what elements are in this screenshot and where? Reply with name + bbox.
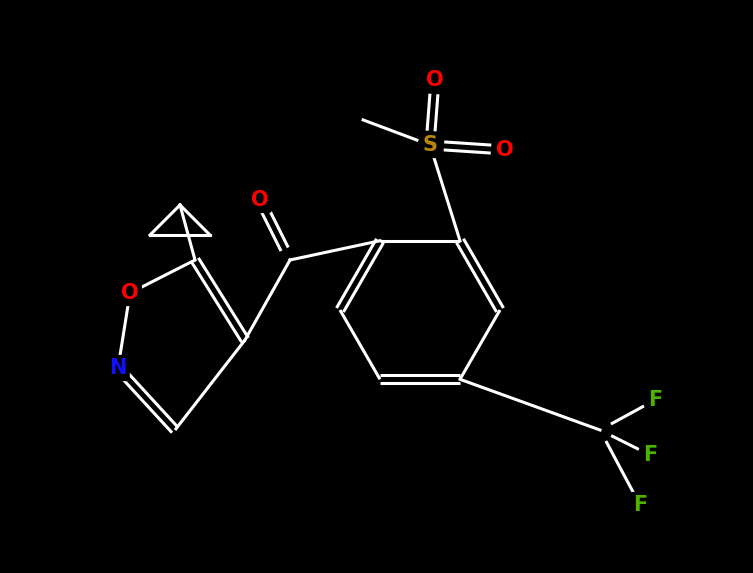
Text: N: N — [109, 358, 127, 378]
Text: F: F — [633, 495, 647, 515]
Text: O: O — [252, 190, 269, 210]
Text: F: F — [648, 390, 662, 410]
Text: S: S — [422, 135, 437, 155]
Text: O: O — [121, 283, 139, 303]
Text: O: O — [496, 140, 514, 160]
Text: O: O — [426, 70, 444, 90]
Text: F: F — [643, 445, 657, 465]
